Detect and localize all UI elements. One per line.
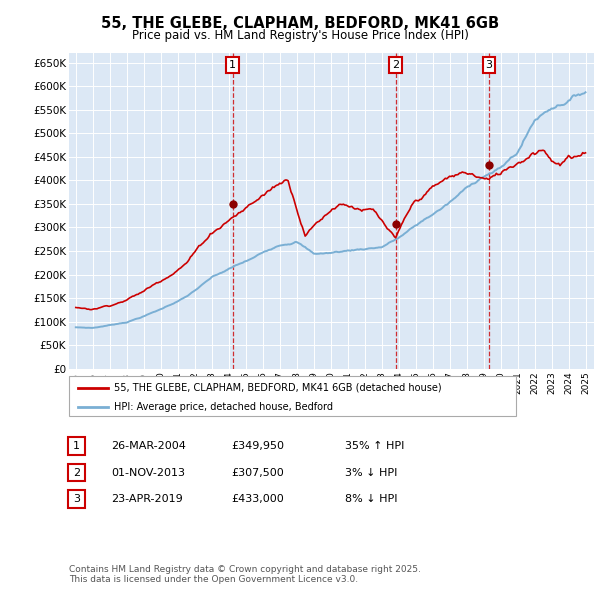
Text: £433,000: £433,000 — [231, 494, 284, 504]
Text: 3: 3 — [485, 60, 493, 70]
Text: 1: 1 — [73, 441, 80, 451]
Text: 55, THE GLEBE, CLAPHAM, BEDFORD, MK41 6GB (detached house): 55, THE GLEBE, CLAPHAM, BEDFORD, MK41 6G… — [114, 383, 442, 392]
Text: 55, THE GLEBE, CLAPHAM, BEDFORD, MK41 6GB: 55, THE GLEBE, CLAPHAM, BEDFORD, MK41 6G… — [101, 16, 499, 31]
Text: 2: 2 — [73, 468, 80, 477]
Text: 1: 1 — [229, 60, 236, 70]
Text: 01-NOV-2013: 01-NOV-2013 — [111, 468, 185, 477]
Text: 26-MAR-2004: 26-MAR-2004 — [111, 441, 186, 451]
Text: 3% ↓ HPI: 3% ↓ HPI — [345, 468, 397, 477]
Text: 35% ↑ HPI: 35% ↑ HPI — [345, 441, 404, 451]
Text: Contains HM Land Registry data © Crown copyright and database right 2025.
This d: Contains HM Land Registry data © Crown c… — [69, 565, 421, 584]
Text: £307,500: £307,500 — [231, 468, 284, 477]
Text: £349,950: £349,950 — [231, 441, 284, 451]
Text: HPI: Average price, detached house, Bedford: HPI: Average price, detached house, Bedf… — [114, 402, 333, 411]
Text: 23-APR-2019: 23-APR-2019 — [111, 494, 183, 504]
Text: 3: 3 — [73, 494, 80, 504]
Text: Price paid vs. HM Land Registry's House Price Index (HPI): Price paid vs. HM Land Registry's House … — [131, 29, 469, 42]
Text: 8% ↓ HPI: 8% ↓ HPI — [345, 494, 398, 504]
Text: 2: 2 — [392, 60, 399, 70]
